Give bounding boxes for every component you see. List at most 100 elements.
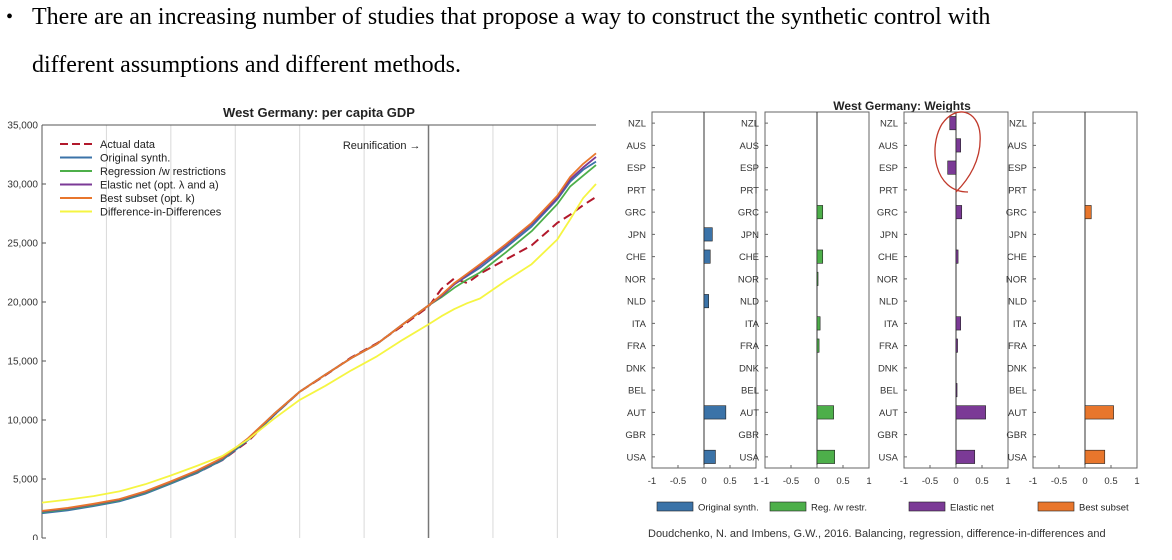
weight-bar [947, 160, 957, 175]
x-tick-label: 0.5 [836, 476, 849, 487]
x-tick-label: -0.5 [783, 476, 799, 487]
category-label: ITA [884, 319, 899, 330]
x-tick-label: 0.5 [1104, 476, 1117, 487]
category-label: GRC [877, 208, 898, 219]
slide-text-line-1: There are an increasing number of studie… [32, 4, 991, 30]
weight-bar [816, 316, 821, 331]
weight-bar [703, 227, 713, 242]
weight-bar [816, 338, 820, 353]
category-label: AUT [879, 408, 898, 419]
category-label: JPN [1009, 230, 1027, 241]
x-tick-label: 1 [866, 476, 871, 487]
category-label: FRA [740, 341, 760, 352]
weight-bar [955, 405, 986, 420]
x-tick-label: 0.5 [975, 476, 988, 487]
x-tick-label: 1 [753, 476, 758, 487]
x-tick-label: -0.5 [670, 476, 686, 487]
weight-bar [955, 338, 958, 353]
category-label: DNK [1007, 363, 1028, 374]
category-label: NOR [738, 274, 759, 285]
y-tick-label: 20,000 [7, 298, 38, 309]
category-label: GRC [738, 208, 759, 219]
category-label: AUT [1008, 408, 1027, 419]
x-tick-label: -1 [648, 476, 656, 487]
x-tick-label: 1 [1005, 476, 1010, 487]
category-label: AUT [740, 408, 759, 419]
category-label: BEL [880, 386, 898, 397]
weight-bar [955, 138, 961, 153]
x-tick-label: 0 [814, 476, 819, 487]
weight-bar [955, 449, 976, 464]
legend-swatch [769, 501, 807, 512]
category-label: NLD [627, 297, 646, 308]
category-label: AUS [1007, 141, 1027, 152]
legend-swatch [908, 501, 946, 512]
category-label: DNK [878, 363, 899, 374]
y-tick-label: 30,000 [7, 180, 38, 191]
weight-bar [816, 249, 824, 264]
x-tick-label: -0.5 [922, 476, 938, 487]
category-label: PRT [627, 185, 646, 196]
category-label: NZL [880, 119, 898, 130]
category-label: ESP [1008, 163, 1027, 174]
category-label: PRT [740, 185, 759, 196]
series-line [41, 183, 597, 504]
x-tick-label: 1 [1134, 476, 1139, 487]
weight-bar [703, 449, 716, 464]
category-label: ITA [1013, 319, 1028, 330]
category-label: GBR [1006, 430, 1027, 441]
category-label: BEL [1009, 386, 1027, 397]
y-tick-label: 10,000 [7, 416, 38, 427]
category-label: NLD [879, 297, 898, 308]
legend-label: Best subset (opt. k) [100, 193, 195, 205]
weight-bar [703, 405, 727, 420]
category-label: FRA [627, 341, 647, 352]
slide-text: • There are an increasing number of stud… [0, 0, 1172, 92]
legend-label: Reg. /w restr. [811, 503, 867, 514]
legend-label: Actual data [100, 139, 156, 151]
category-label: BEL [741, 386, 759, 397]
legend-label: Difference-in-Differences [100, 207, 222, 219]
weight-bar [816, 405, 834, 420]
weight-bar [1084, 205, 1092, 220]
weight-bar [1084, 449, 1106, 464]
x-tick-label: 0 [953, 476, 958, 487]
category-label: GBR [625, 430, 646, 441]
weight-bar [816, 205, 824, 220]
category-label: ESP [879, 163, 898, 174]
weight-bar [955, 249, 959, 264]
category-label: ESP [740, 163, 759, 174]
category-label: AUS [739, 141, 759, 152]
weight-bar [1084, 405, 1114, 420]
x-tick-label: 0.5 [723, 476, 736, 487]
category-label: GRC [1006, 208, 1027, 219]
category-label: AUT [627, 408, 646, 419]
legend-label: Best subset [1079, 503, 1129, 514]
category-label: NOR [1006, 274, 1027, 285]
weight-bar [816, 449, 835, 464]
y-tick-label: 35,000 [7, 121, 38, 132]
category-label: NLD [740, 297, 759, 308]
annotation-label: Reunification → [343, 140, 421, 152]
y-tick-label: 0 [32, 534, 38, 541]
x-tick-label: 0 [1082, 476, 1087, 487]
legend-label: Original synth. [698, 503, 759, 514]
y-tick-label: 5,000 [13, 475, 38, 486]
category-label: ESP [627, 163, 646, 174]
category-label: FRA [879, 341, 899, 352]
category-label: FRA [1008, 341, 1028, 352]
category-label: JPN [880, 230, 898, 241]
weight-bar [955, 205, 963, 220]
category-label: USA [1007, 452, 1027, 463]
x-tick-label: -1 [1029, 476, 1037, 487]
category-label: ITA [632, 319, 647, 330]
gdp-line-chart: West Germany: per capita GDP 0 5,000 10,000… [7, 105, 597, 541]
legend-swatch [656, 501, 694, 512]
legend-label: Original synth. [100, 153, 170, 165]
category-label: NLD [1008, 297, 1027, 308]
legend-label: Elastic net (opt. λ and a) [100, 180, 219, 192]
category-label: USA [878, 452, 898, 463]
category-label: PRT [1008, 185, 1027, 196]
category-label: USA [739, 452, 759, 463]
category-label: AUS [878, 141, 898, 152]
